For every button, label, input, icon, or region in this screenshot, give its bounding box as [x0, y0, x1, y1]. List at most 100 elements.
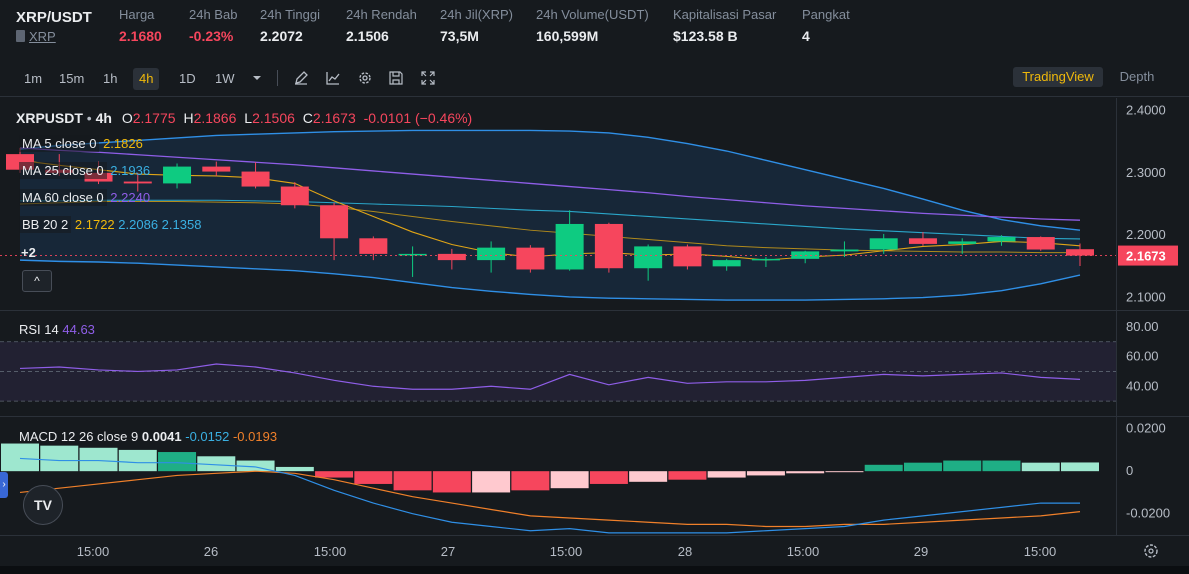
- coin-info-link[interactable]: XRP: [29, 29, 56, 44]
- side-panel-handle[interactable]: ›: [0, 472, 8, 498]
- save-icon[interactable]: [388, 70, 404, 86]
- candle[interactable]: [359, 238, 388, 254]
- candle[interactable]: [987, 237, 1016, 242]
- candle[interactable]: [123, 181, 152, 184]
- stat-label: Pangkat: [802, 7, 850, 22]
- candle[interactable]: [516, 247, 545, 270]
- rsi-legend[interactable]: RSI 14 44.63: [19, 322, 95, 337]
- pencil-icon[interactable]: [293, 70, 309, 86]
- rsi-line: [19, 363, 1081, 390]
- macd-histogram-bar: [118, 449, 157, 472]
- macd-label: MACD 12 26 close 9: [19, 429, 139, 444]
- depth-toggle[interactable]: Depth: [1119, 69, 1155, 84]
- stat-high: 24h Tinggi 2.2072: [260, 7, 320, 44]
- symbol-title[interactable]: XRP/USDT: [16, 9, 92, 26]
- ma60-value: 2.2240: [110, 190, 151, 205]
- macd-histogram-bar: [1, 443, 39, 472]
- chevron-down-icon[interactable]: [249, 70, 265, 86]
- stat-low: 24h Rendah 2.1506: [346, 7, 417, 44]
- candle[interactable]: [555, 223, 584, 270]
- pane-divider: [0, 535, 1189, 536]
- legend-symbol[interactable]: XRPUSDT: [16, 110, 83, 126]
- more-indicators[interactable]: +2: [21, 245, 36, 260]
- ma25-legend[interactable]: MA 25 close 0 2.1936: [19, 162, 151, 179]
- candle[interactable]: [1026, 237, 1055, 250]
- macd-histogram-bar: [197, 456, 236, 472]
- stat-value: 2.1506: [346, 28, 389, 44]
- fullscreen-icon[interactable]: [420, 70, 436, 86]
- timeframe-1h[interactable]: 1h: [103, 71, 118, 86]
- candle[interactable]: [1066, 249, 1094, 256]
- macd-tick-label: 0: [1126, 463, 1133, 478]
- candle[interactable]: [673, 246, 702, 267]
- candle[interactable]: [869, 238, 898, 250]
- tradingview-logo[interactable]: TV: [23, 485, 63, 525]
- open-value: 2.1775: [132, 110, 176, 126]
- candle[interactable]: [712, 260, 741, 267]
- macd-histogram-bar: [511, 471, 550, 491]
- macd-histogram-bar: [275, 466, 314, 472]
- pane-divider: [0, 416, 1189, 417]
- candle[interactable]: [437, 253, 466, 261]
- stat-label: 24h Volume(USDT): [536, 7, 649, 22]
- time-tick-label: 15:00: [314, 544, 347, 559]
- candle[interactable]: [908, 238, 937, 244]
- macd-histogram-bar: [472, 471, 511, 493]
- tradingview-toggle[interactable]: TradingView: [1013, 67, 1103, 87]
- macd-histogram-bar: [864, 464, 903, 472]
- timeframe-1d[interactable]: 1D: [179, 71, 196, 86]
- macd-histogram-bar: [707, 471, 746, 478]
- candle[interactable]: [751, 258, 780, 261]
- time-tick-label: 15:00: [1024, 544, 1057, 559]
- close-label: C: [302, 110, 313, 126]
- candle[interactable]: [163, 166, 192, 184]
- timeframe-4h[interactable]: 4h: [133, 68, 160, 90]
- gear-icon[interactable]: [357, 70, 373, 86]
- candle[interactable]: [202, 166, 231, 172]
- candle[interactable]: [398, 253, 427, 256]
- timeframe-15m[interactable]: 15m: [59, 71, 85, 86]
- macd-histogram-bar: [903, 462, 942, 472]
- macd-line-value: -0.0152: [185, 429, 230, 444]
- macd-histogram-bar: [79, 447, 118, 472]
- change-value: -0.0101 (−0.46%): [363, 110, 473, 126]
- timeframe-1m[interactable]: 1m: [24, 71, 43, 86]
- timeframe-1w[interactable]: 1W: [215, 71, 235, 86]
- candle[interactable]: [830, 249, 859, 252]
- macd-histogram-bar: [354, 471, 393, 484]
- stat-label: 24h Bab: [189, 7, 238, 22]
- candle[interactable]: [594, 223, 623, 269]
- ma60-legend[interactable]: MA 60 close 0 2.2240: [19, 189, 151, 206]
- collapse-legend-button[interactable]: ^: [22, 270, 52, 292]
- macd-histogram-bar: [629, 471, 668, 482]
- candle[interactable]: [948, 241, 977, 244]
- candle[interactable]: [791, 251, 820, 259]
- candle[interactable]: [477, 247, 506, 261]
- candle[interactable]: [280, 186, 309, 206]
- legend-interval: 4h: [95, 110, 112, 126]
- macd-signal-value: -0.0193: [232, 429, 278, 444]
- macd-legend[interactable]: MACD 12 26 close 9 0.0041 -0.0152 -0.019…: [19, 429, 277, 444]
- macd-histogram-bar: [668, 471, 707, 480]
- macd-hist-value: 0.0041: [141, 429, 182, 444]
- stat-volume-usdt: 24h Volume(USDT) 160,599M: [536, 7, 649, 44]
- ma25-value: 2.1936: [110, 163, 151, 178]
- low-value: 2.1506: [252, 110, 295, 126]
- macd-histogram-bar: [746, 471, 785, 476]
- bb-legend[interactable]: BB 20 2 2.1722 2.2086 2.1358: [19, 216, 201, 233]
- candle[interactable]: [634, 246, 663, 269]
- ma60-label: MA 60 close 0: [19, 189, 107, 206]
- ma5-legend[interactable]: MA 5 close 0 2.1826: [19, 135, 143, 152]
- line-chart-icon[interactable]: [325, 70, 341, 86]
- candle[interactable]: [320, 205, 349, 239]
- bb-mid-value: 2.1722: [74, 217, 115, 232]
- macd-histogram-bar: [982, 460, 1021, 472]
- candle[interactable]: [241, 171, 270, 187]
- chart-settings-icon[interactable]: [1144, 544, 1158, 558]
- price-tick-label: 2.4000: [1126, 102, 1166, 117]
- high-label: H: [183, 110, 194, 126]
- open-label: O: [121, 110, 133, 126]
- chart-toolbar: 1m 15m 1h 4h 1D 1W: [0, 60, 1189, 97]
- low-label: L: [244, 110, 253, 126]
